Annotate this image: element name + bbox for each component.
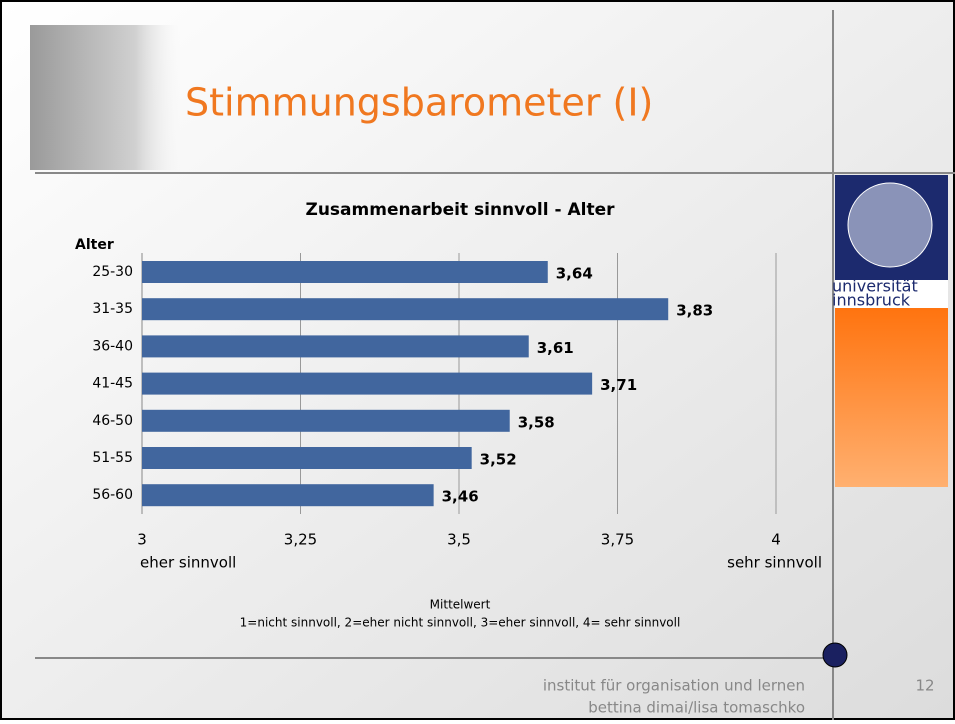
chart-title: Zusammenarbeit sinnvoll - Alter bbox=[306, 200, 616, 220]
y-tick-label: 31-35 bbox=[92, 301, 133, 317]
logo-orange bbox=[835, 280, 948, 487]
y-tick-label: 25-30 bbox=[92, 264, 133, 280]
bar bbox=[142, 484, 434, 506]
value-label: 3,64 bbox=[556, 265, 593, 283]
slide-title: Stimmungsbarometer (I) bbox=[185, 81, 653, 125]
y-tick-label: 51-55 bbox=[92, 450, 133, 466]
x-tick-label: 3,75 bbox=[601, 531, 634, 549]
slide: Stimmungsbarometer (I) universität innsb… bbox=[0, 0, 955, 720]
bar bbox=[142, 447, 472, 469]
axis-title: Mittelwert bbox=[430, 598, 491, 612]
value-label: 3,61 bbox=[537, 339, 574, 357]
y-tick-label: 36-40 bbox=[92, 338, 133, 354]
footer: bettina dimai/lisa tomaschko bbox=[588, 699, 805, 717]
bar bbox=[142, 373, 592, 395]
value-label: 3,71 bbox=[600, 376, 637, 394]
header-photo bbox=[30, 25, 180, 170]
value-label: 3,58 bbox=[518, 413, 555, 431]
y-tick-label: 41-45 bbox=[92, 376, 133, 392]
annotation: eher sinnvoll bbox=[140, 554, 236, 572]
page-number: 12 bbox=[915, 677, 934, 695]
logo-text: innsbruck bbox=[832, 291, 911, 310]
x-tick-label: 3 bbox=[137, 531, 147, 549]
axis-title: Alter bbox=[75, 237, 114, 253]
value-label: 3,83 bbox=[676, 302, 713, 320]
y-tick-label: 46-50 bbox=[92, 413, 133, 429]
bar bbox=[142, 261, 548, 283]
x-tick-label: 4 bbox=[771, 531, 781, 549]
bar bbox=[142, 335, 529, 357]
x-tick-label: 3,5 bbox=[447, 531, 471, 549]
bar bbox=[142, 410, 510, 432]
axis-note: 1=nicht sinnvoll, 2=eher nicht sinnvoll,… bbox=[240, 616, 681, 630]
bar bbox=[142, 298, 668, 320]
decor-dot bbox=[823, 643, 847, 667]
annotation: sehr sinnvoll bbox=[727, 554, 822, 572]
value-label: 3,46 bbox=[442, 488, 479, 506]
value-label: 3,52 bbox=[480, 451, 517, 469]
x-tick-label: 3,25 bbox=[284, 531, 317, 549]
footer: institut für organisation und lernen bbox=[543, 677, 805, 695]
y-tick-label: 56-60 bbox=[92, 487, 133, 503]
logo-seal-circle bbox=[848, 183, 932, 267]
